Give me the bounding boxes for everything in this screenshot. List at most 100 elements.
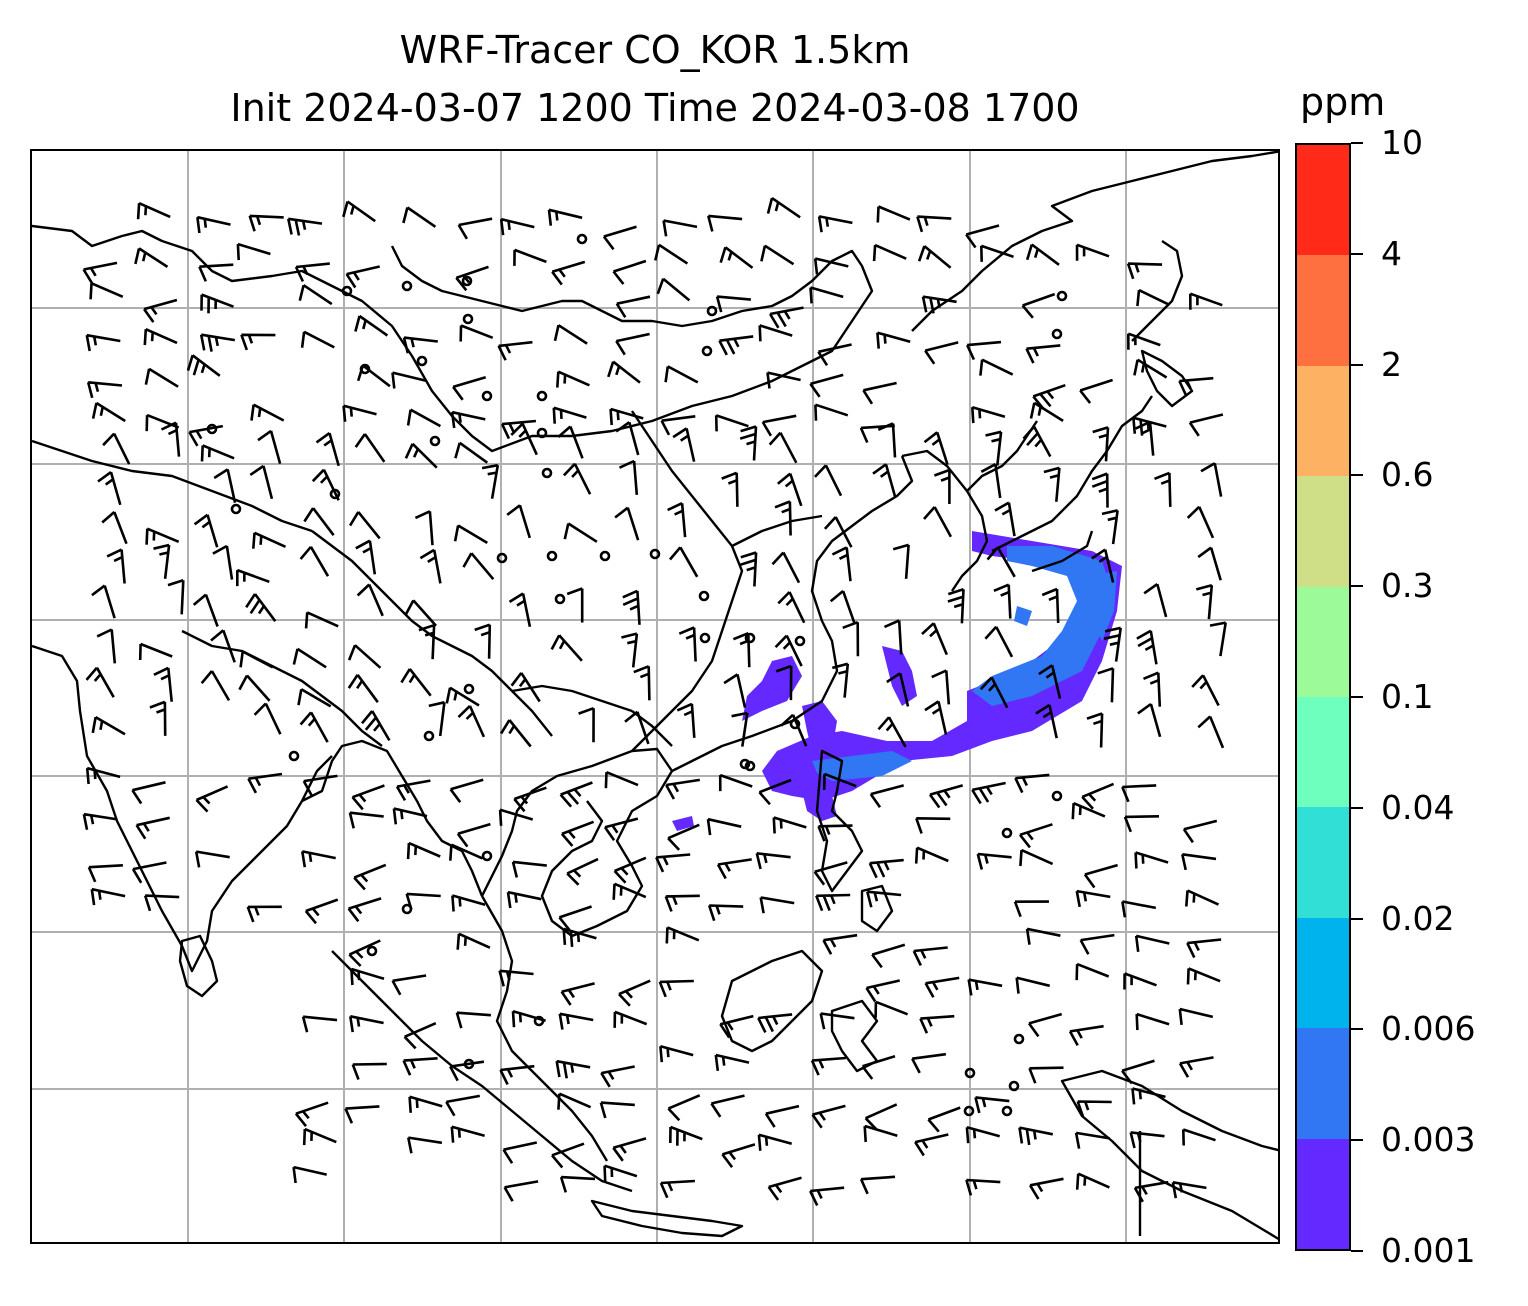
colorbar-tick-mark <box>1351 1139 1363 1142</box>
colorbar-tick-mark <box>1351 917 1363 920</box>
calm-wind-marker <box>288 750 300 762</box>
wind-barb <box>621 632 639 668</box>
wind-barb <box>667 502 687 538</box>
calm-wind-marker <box>599 550 611 562</box>
wind-barb <box>1028 1066 1064 1084</box>
coastline-segment <box>1140 349 1194 408</box>
wind-barb <box>553 324 588 345</box>
wind-barb <box>604 770 639 789</box>
map-panel[interactable] <box>30 149 1280 1244</box>
wind-barb <box>758 778 792 806</box>
wind-barb <box>665 778 700 800</box>
calm-wind-marker <box>701 345 713 357</box>
colorbar-tick-mark <box>1351 1250 1363 1252</box>
wind-barb <box>664 365 699 384</box>
wind-barb <box>1121 900 1157 918</box>
coastline-segment <box>901 449 989 592</box>
wind-barb <box>659 1179 695 1199</box>
wind-barb <box>297 688 332 708</box>
wind-barb <box>1134 934 1170 952</box>
wind-barb <box>558 1012 594 1030</box>
wind-barb <box>511 1009 546 1028</box>
wind-barb <box>193 513 219 548</box>
wind-barb <box>768 431 798 464</box>
wind-barb <box>615 332 650 356</box>
wind-barb <box>976 852 1012 870</box>
wind-barb <box>914 1133 949 1157</box>
wind-barb <box>85 333 121 352</box>
wind-barb <box>933 468 951 504</box>
calm-wind-marker <box>1008 1080 1020 1092</box>
wind-barb <box>1129 1131 1165 1149</box>
coastline-segment <box>720 949 824 1053</box>
wind-barb <box>502 1141 538 1164</box>
wind-barb <box>360 710 391 742</box>
wind-barb <box>195 785 229 813</box>
tracer-contour-fill <box>1014 606 1032 626</box>
calm-wind-marker <box>794 635 806 647</box>
wind-barb <box>919 1014 955 1034</box>
wind-barb <box>405 892 441 910</box>
coastline-segment <box>1131 240 1184 342</box>
wind-barb <box>612 259 647 285</box>
wind-barb <box>1014 773 1050 794</box>
wind-barb <box>213 468 237 503</box>
wind-barb <box>292 647 327 669</box>
wind-barb <box>1079 933 1115 955</box>
wind-barb <box>300 330 335 349</box>
wind-barb <box>253 702 282 735</box>
wind-barb <box>566 587 584 623</box>
wind-barb <box>819 1012 855 1030</box>
wind-barb <box>160 421 181 457</box>
wind-barb <box>1013 900 1050 918</box>
coastline-segment <box>911 151 1278 332</box>
wind-barb <box>1186 938 1222 959</box>
colorbar-tick-label: 0.003 <box>1381 1120 1476 1160</box>
wind-barb <box>923 431 949 465</box>
wind-barb <box>395 779 431 802</box>
wind-barb <box>145 413 180 432</box>
calm-wind-marker <box>496 552 508 564</box>
wind-barb <box>817 215 853 233</box>
wind-barb <box>602 225 637 251</box>
wind-barb <box>347 897 382 923</box>
wind-barb <box>106 548 126 584</box>
calm-wind-marker <box>416 355 428 367</box>
wind-barb <box>562 927 597 947</box>
wind-barb <box>716 858 752 880</box>
wind-barb <box>1074 1131 1110 1149</box>
wind-barb <box>883 619 903 655</box>
colorbar <box>1295 143 1351 1251</box>
wind-barb <box>134 247 169 268</box>
wind-barb <box>831 662 850 698</box>
wind-barb <box>966 340 1002 361</box>
wind-barb <box>91 401 126 423</box>
calm-wind-marker <box>698 590 710 602</box>
wind-barb <box>1075 962 1110 981</box>
wind-barb <box>1182 819 1218 844</box>
wind-barb <box>993 583 1012 619</box>
wind-barb <box>813 257 849 275</box>
wind-barb <box>344 1105 380 1124</box>
wind-barb <box>414 510 434 546</box>
wind-barb <box>811 1104 846 1129</box>
wind-barb <box>455 265 489 292</box>
coastline-segment <box>830 999 879 1073</box>
wind-barb <box>928 784 964 809</box>
wind-barb <box>1171 1181 1207 1199</box>
wind-barb <box>986 546 1016 578</box>
wind-barb <box>551 260 586 286</box>
wind-barb <box>923 506 953 538</box>
wind-barb <box>774 634 803 667</box>
colorbar-segment <box>1297 917 1349 1029</box>
colorbar-segment <box>1297 476 1349 587</box>
wind-barb <box>971 405 1006 424</box>
colorbar-segment <box>1297 586 1349 697</box>
wind-barb <box>506 504 532 539</box>
wind-barb <box>547 208 583 226</box>
coastline-segment <box>991 395 1153 553</box>
wind-barb <box>772 816 807 834</box>
wind-barb <box>757 1133 793 1151</box>
wind-barb <box>1075 889 1111 908</box>
wind-barb <box>780 713 808 747</box>
